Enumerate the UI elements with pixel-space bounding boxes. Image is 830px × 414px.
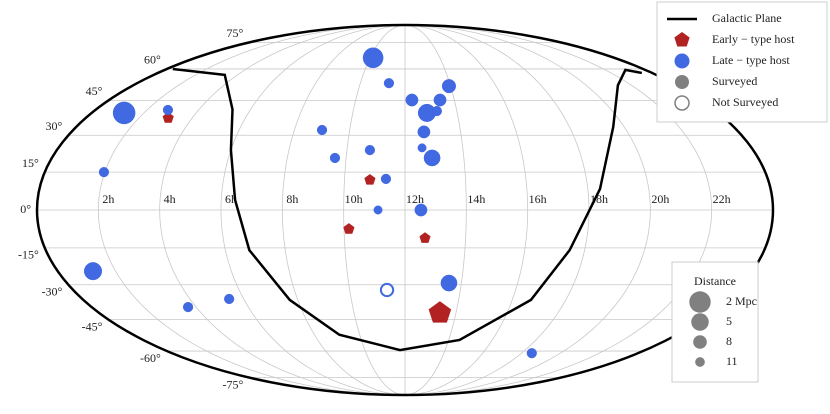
- late-host-marker: [526, 348, 537, 359]
- x-tick-label: 4h: [164, 192, 176, 206]
- early-host-marker: [419, 232, 431, 243]
- early-host-marker: [343, 223, 355, 234]
- x-tick-label: 12h: [406, 192, 424, 206]
- x-tick-label: 10h: [345, 192, 363, 206]
- size-legend-box: [671, 261, 759, 383]
- size-legend-marker: [691, 313, 709, 331]
- late-host-marker: [162, 104, 174, 116]
- grid-line: [404, 24, 529, 396]
- legend-label: Late − type host: [712, 53, 790, 67]
- x-tick-label: 22h: [713, 192, 731, 206]
- size-legend-label: 2 Mpc: [726, 294, 757, 308]
- late-host-marker: [182, 301, 194, 313]
- late-host-marker: [364, 144, 375, 156]
- legend-label: Not Surveyed: [712, 95, 778, 109]
- y-tick-label: -60°: [140, 351, 161, 365]
- x-tick-label: 14h: [467, 192, 485, 206]
- y-tick-label: 60°: [144, 53, 161, 67]
- size-legend-label: 5: [726, 314, 732, 328]
- x-tick-label: 8h: [286, 192, 298, 206]
- x-tick-label: 2h: [102, 192, 114, 206]
- late-host-marker: [417, 143, 427, 153]
- marks: [83, 47, 643, 359]
- y-tick-label: 0°: [20, 202, 31, 216]
- galactic-plane: [172, 67, 643, 352]
- late-host-marker: [379, 282, 395, 298]
- y-tick-label: 30°: [46, 119, 63, 133]
- grid-line: [404, 24, 467, 396]
- size-legend-marker: [695, 357, 705, 367]
- size-legend-label: 11: [726, 354, 738, 368]
- x-tick-label: 16h: [529, 192, 547, 206]
- late-host-marker: [383, 78, 395, 89]
- legend-marker: [674, 95, 690, 111]
- y-tick-label: 75°: [226, 26, 243, 40]
- size-legend-label: 8: [726, 334, 732, 348]
- y-tick-label: -75°: [222, 377, 243, 391]
- late-host-marker: [440, 274, 458, 292]
- y-tick-label: 15°: [22, 156, 39, 170]
- late-host-marker: [414, 203, 428, 217]
- grid-line: [220, 24, 406, 396]
- grid-line: [404, 24, 713, 396]
- sky-outline: [35, 23, 775, 397]
- y-tick-label: -30°: [42, 284, 63, 298]
- grid-line: [97, 24, 406, 396]
- legend-label: Galactic Plane: [712, 11, 782, 25]
- late-host-marker: [423, 149, 441, 167]
- late-host-marker: [431, 105, 442, 117]
- size-legend: Distance 2 Mpc 5 8 11: [671, 261, 759, 383]
- grid-line: [281, 24, 406, 396]
- late-host-marker: [98, 167, 110, 178]
- early-host-marker: [162, 112, 174, 123]
- legend-label: Surveyed: [712, 74, 757, 88]
- legend: Galactic Plane Early − type host Late − ty…: [656, 1, 828, 123]
- y-tick-label: -45°: [82, 319, 103, 333]
- late-host-marker: [380, 173, 392, 184]
- late-host-marker: [362, 47, 384, 69]
- late-host-marker: [433, 93, 447, 107]
- size-legend-title: Distance: [694, 274, 736, 288]
- grid-line: [159, 24, 406, 396]
- size-legend-marker: [693, 335, 707, 349]
- y-tick-label: 45°: [86, 84, 103, 98]
- early-host-marker: [364, 174, 376, 185]
- late-host-marker: [112, 101, 136, 125]
- grid-line: [404, 24, 651, 396]
- size-legend-marker: [689, 291, 711, 313]
- legend-marker: [675, 75, 689, 89]
- legend-label: Early − type host: [712, 32, 795, 46]
- late-host-marker: [373, 205, 383, 215]
- grid: 75° 60° 45° 30° 15° 0° -15° -30° -45° -60° -75° 2h 4…: [18, 23, 775, 397]
- y-tick-label: -15°: [18, 248, 39, 262]
- legend-marker: [674, 53, 690, 69]
- legend-marker: [674, 32, 690, 47]
- late-host-marker: [224, 293, 235, 305]
- late-host-marker: [316, 124, 328, 136]
- late-host-marker: [441, 79, 457, 94]
- grid-line: [343, 24, 406, 396]
- x-tick-label: 20h: [651, 192, 669, 206]
- late-host-marker: [83, 262, 102, 281]
- early-host-marker: [428, 301, 452, 323]
- late-host-marker: [417, 125, 431, 139]
- late-host-marker: [405, 93, 419, 107]
- late-host-marker: [329, 152, 341, 164]
